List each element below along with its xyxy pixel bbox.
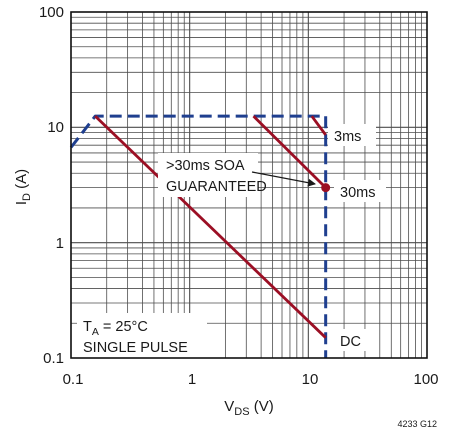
series-layer xyxy=(69,114,331,358)
soa-label-line2: GUARANTEED xyxy=(166,179,267,195)
y-tick-label-1: 1 xyxy=(56,235,64,252)
y-tick-label-100: 100 xyxy=(39,4,64,21)
y-axis-title: ID (A) xyxy=(13,169,33,205)
soa-guarantee-marker xyxy=(321,183,331,193)
x-tick-label-100: 100 xyxy=(413,371,438,388)
soa-curve-30ms xyxy=(252,115,327,189)
soa-label-box xyxy=(158,153,258,197)
soa-label-line1: >30ms SOA xyxy=(166,158,245,174)
conditions-box xyxy=(77,313,207,359)
plot-frame xyxy=(70,11,428,359)
y-tick-label-10: 10 xyxy=(47,119,64,136)
label-box-3ms xyxy=(328,124,376,146)
y-tick-label-0.1: 0.1 xyxy=(43,350,64,367)
soa-arrow xyxy=(251,171,316,187)
x-axis-title: VDS (V) xyxy=(224,398,273,418)
curve-label-30ms: 30ms xyxy=(340,185,375,201)
soa-curve-dc xyxy=(94,115,327,339)
x-tick-label-0.1: 0.1 xyxy=(63,371,84,388)
label-box-dc xyxy=(334,329,368,351)
soa-curve-3ms xyxy=(310,115,327,136)
label-box-30ms xyxy=(334,180,386,202)
pulse-condition: SINGLE PULSE xyxy=(83,340,188,356)
figure-id: 4233 G12 xyxy=(397,419,437,429)
curve-label-dc: DC xyxy=(340,334,361,350)
x-tick-label-10: 10 xyxy=(302,371,319,388)
curve-label-3ms: 3ms xyxy=(334,129,361,145)
temperature-condition: TA = 25°C xyxy=(83,319,148,338)
x-tick-label-1: 1 xyxy=(188,371,196,388)
soa-limit-boundary xyxy=(69,114,328,358)
